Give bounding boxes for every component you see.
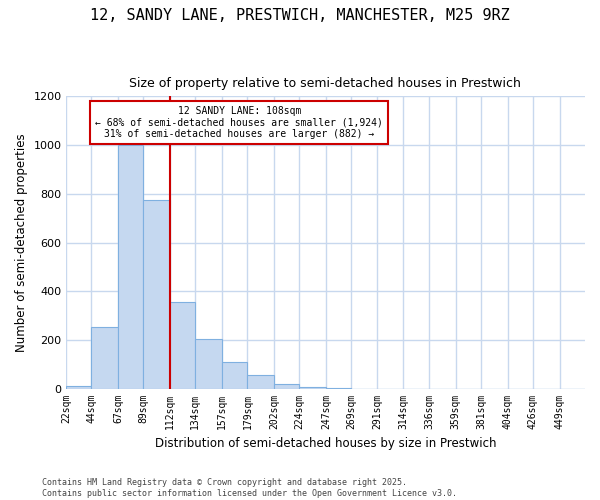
Bar xyxy=(118,144,143,389)
Bar xyxy=(274,384,299,389)
Bar xyxy=(196,339,222,389)
Bar xyxy=(66,386,91,389)
Text: Contains HM Land Registry data © Crown copyright and database right 2025.
Contai: Contains HM Land Registry data © Crown c… xyxy=(42,478,457,498)
Bar xyxy=(143,200,170,389)
Text: 12 SANDY LANE: 108sqm
← 68% of semi-detached houses are smaller (1,924)
31% of s: 12 SANDY LANE: 108sqm ← 68% of semi-deta… xyxy=(95,106,383,139)
Text: 12, SANDY LANE, PRESTWICH, MANCHESTER, M25 9RZ: 12, SANDY LANE, PRESTWICH, MANCHESTER, M… xyxy=(90,8,510,22)
Bar xyxy=(352,388,377,389)
Bar xyxy=(247,374,274,389)
Bar xyxy=(91,327,118,389)
Title: Size of property relative to semi-detached houses in Prestwich: Size of property relative to semi-detach… xyxy=(130,78,521,90)
Bar xyxy=(299,387,326,389)
Y-axis label: Number of semi-detached properties: Number of semi-detached properties xyxy=(15,133,28,352)
X-axis label: Distribution of semi-detached houses by size in Prestwich: Distribution of semi-detached houses by … xyxy=(155,437,496,450)
Bar xyxy=(170,302,196,389)
Bar xyxy=(326,388,352,389)
Bar xyxy=(222,362,247,389)
